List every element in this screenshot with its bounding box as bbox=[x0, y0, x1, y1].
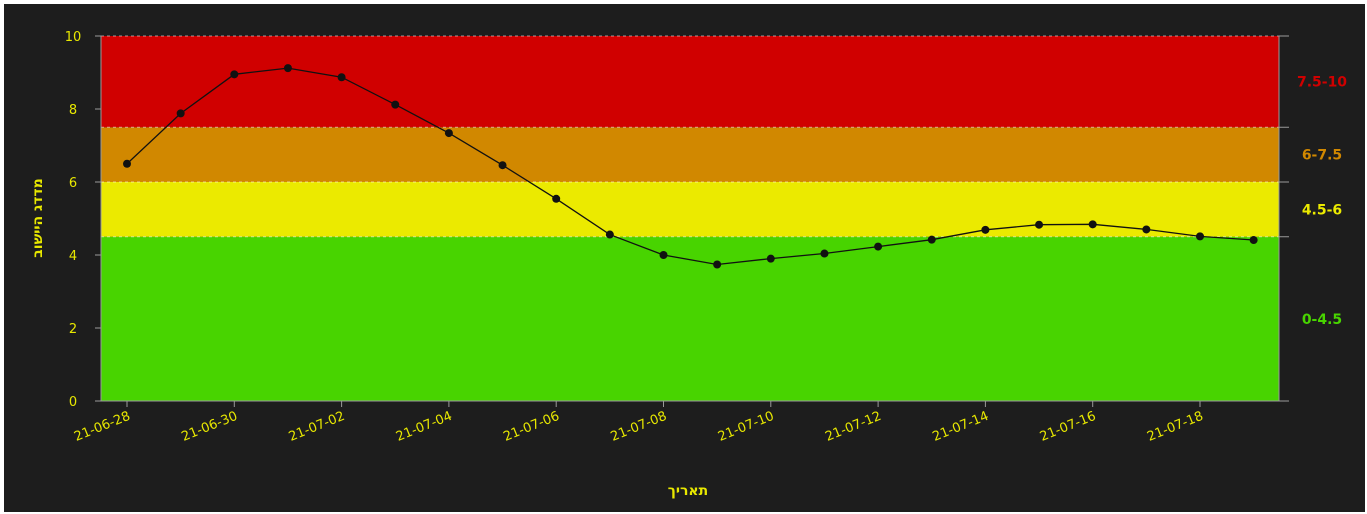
data-point bbox=[1088, 220, 1097, 229]
x-tick-label: 21-07-04 bbox=[394, 409, 454, 445]
x-tick-label: 21-07-02 bbox=[287, 409, 347, 445]
data-point bbox=[1249, 236, 1258, 245]
data-point bbox=[230, 70, 239, 79]
data-point bbox=[927, 235, 936, 244]
data-point bbox=[498, 161, 507, 170]
x-tick-label: 21-07-16 bbox=[1038, 409, 1098, 445]
data-point bbox=[123, 159, 131, 168]
band-layer bbox=[101, 35, 1279, 401]
data-point bbox=[820, 249, 829, 258]
y-tick-label: 8 bbox=[69, 103, 77, 118]
data-point bbox=[552, 194, 561, 203]
series-line bbox=[126, 67, 1254, 266]
x-tick-label: 21-07-14 bbox=[931, 409, 991, 445]
data-point bbox=[659, 251, 668, 259]
y-tick-label: 4 bbox=[69, 249, 77, 264]
y-tick-label: 2 bbox=[69, 322, 77, 337]
y-tick-label: 10 bbox=[65, 30, 82, 45]
data-point bbox=[391, 100, 400, 109]
x-tick-label: 21-07-18 bbox=[1145, 409, 1205, 445]
data-point bbox=[766, 254, 775, 263]
band-label: 4.5-6 bbox=[1302, 202, 1342, 218]
x-tick-label: 21-07-08 bbox=[609, 409, 669, 445]
data-point bbox=[176, 109, 185, 118]
x-tick-label: 21-06-28 bbox=[72, 409, 132, 445]
y-axis-title: מדדג היישוב bbox=[30, 178, 46, 258]
data-point bbox=[1035, 220, 1044, 229]
data-point bbox=[981, 225, 990, 234]
band-0-4.5 bbox=[101, 236, 1279, 401]
y-tick-label: 6 bbox=[69, 176, 77, 191]
data-point bbox=[337, 73, 346, 82]
x-tick-label: 21-07-06 bbox=[501, 409, 561, 445]
x-tick-label: 21-06-30 bbox=[179, 409, 239, 445]
x-tick-label: 21-07-10 bbox=[716, 409, 776, 445]
axes-layer bbox=[95, 35, 1289, 407]
data-point bbox=[605, 230, 614, 239]
y-tick-label: 0 bbox=[69, 395, 77, 410]
data-point bbox=[1142, 225, 1151, 234]
data-point bbox=[713, 260, 722, 269]
series-layer bbox=[123, 64, 1258, 269]
data-point bbox=[283, 64, 292, 73]
band-label: 7.5-10 bbox=[1297, 75, 1347, 91]
x-axis-title: תאריך bbox=[668, 483, 708, 499]
data-point bbox=[1196, 232, 1204, 241]
x-tick-label: 21-07-12 bbox=[823, 409, 883, 445]
data-point bbox=[874, 242, 883, 251]
band-6-7.5 bbox=[101, 127, 1279, 182]
data-point bbox=[444, 129, 453, 138]
band-7.5-10 bbox=[101, 36, 1279, 128]
band-label: 0-4.5 bbox=[1302, 312, 1342, 328]
band-4.5-6 bbox=[101, 182, 1279, 237]
band-label: 6-7.5 bbox=[1302, 148, 1342, 164]
